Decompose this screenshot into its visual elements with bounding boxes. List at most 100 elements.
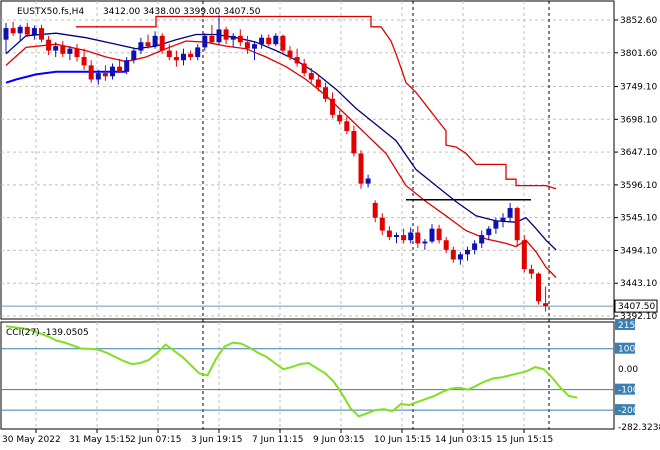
- cci-axis-label: 0.00: [618, 365, 638, 375]
- indicator-line: [76, 15, 557, 190]
- candle-body: [95, 73, 101, 80]
- indicator-line: [5, 40, 557, 278]
- price-tick-label: 3392.10: [620, 312, 657, 322]
- candle-body: [337, 114, 343, 122]
- candle-body: [500, 217, 506, 221]
- candle-body: [536, 273, 541, 302]
- candle-body: [131, 50, 137, 61]
- candle-body: [110, 66, 115, 77]
- cci-axis-label: 215.7019: [618, 321, 660, 331]
- cci-axis-label: 100: [618, 345, 635, 355]
- candle-body: [152, 35, 158, 47]
- candle-body: [521, 240, 527, 270]
- cci-axis-box: [615, 319, 635, 330]
- price-axis: 3852.60 3801.60 3749.10 3698.10 3647.10 3596.…: [614, 16, 658, 322]
- price-tick-label: 3596.10: [620, 181, 657, 191]
- time-tick-label: 7 Jun 11:15: [252, 435, 303, 445]
- candle-body: [188, 53, 194, 58]
- candle-body: [166, 50, 172, 58]
- time-tick-label: 31 May 15:15: [69, 435, 131, 445]
- current-price-label: 3407.50: [618, 302, 655, 312]
- candle-body: [159, 35, 165, 51]
- time-tick-label: 2 Jun 07:15: [130, 435, 181, 445]
- time-tick-label: 10 Jun 15:15: [374, 435, 431, 445]
- candle-body: [450, 249, 456, 260]
- candle-body: [195, 47, 201, 58]
- cci-axis-label: -200: [618, 406, 639, 416]
- candle-body: [46, 39, 52, 51]
- candle-body: [145, 42, 151, 47]
- candle-body: [486, 228, 492, 236]
- cci-indicator: 215.7019 100 0.00 -100 -200 -282.3238: [1, 319, 660, 433]
- candle-body: [31, 28, 37, 35]
- candles: [3, 15, 549, 312]
- candle-body: [422, 241, 428, 244]
- price-tick-label: 3749.10: [620, 83, 657, 93]
- candle-body: [216, 29, 222, 43]
- price-tick-label: 3698.10: [620, 115, 657, 125]
- candle-body: [244, 42, 250, 49]
- candle-body: [457, 254, 463, 260]
- candle-body: [443, 240, 449, 250]
- cci-axis-label: -100: [618, 386, 639, 396]
- cci-axis-box: [615, 404, 635, 416]
- candle-body: [415, 232, 421, 244]
- candle-body: [543, 303, 549, 307]
- candle-body: [60, 46, 66, 54]
- candle-body: [315, 79, 321, 88]
- candle-body: [237, 35, 243, 43]
- ohlc-label: 3412.00 3438.00 3399.00 3407.50: [103, 7, 261, 17]
- price-tick-label: 3545.10: [620, 214, 657, 224]
- candle-body: [259, 37, 265, 45]
- candle-body: [17, 26, 23, 34]
- time-tick-label: 14 Jun 03:15: [435, 435, 492, 445]
- price-tick-label: 3494.10: [620, 246, 657, 256]
- candle-body: [294, 57, 300, 64]
- candle-body: [344, 121, 350, 131]
- candle-body: [287, 50, 293, 58]
- candle-body: [124, 60, 130, 72]
- time-tick-label: 30 May 2022: [2, 435, 61, 445]
- candle-body: [514, 208, 520, 241]
- cci-axis-box: [615, 383, 635, 395]
- cci-axis-box: [615, 342, 635, 354]
- cci-axis-label: -282.3238: [618, 423, 660, 433]
- candle-body: [67, 48, 73, 54]
- candle-body: [330, 98, 336, 115]
- price-tick-label: 3801.60: [620, 49, 657, 59]
- candle-body: [273, 35, 279, 45]
- candle-body: [81, 57, 87, 66]
- candle-body: [408, 232, 414, 241]
- candle-body: [74, 48, 80, 58]
- candle-body: [401, 235, 407, 241]
- candle-body: [3, 28, 9, 40]
- candle-body: [102, 73, 108, 77]
- candle-body: [308, 73, 314, 80]
- candle-body: [365, 178, 371, 184]
- candle-body: [88, 65, 94, 80]
- time-tick-label: 3 Jun 19:15: [191, 435, 242, 445]
- indicator-line: [5, 70, 126, 84]
- candle-body: [465, 249, 470, 255]
- candle-body: [429, 228, 435, 242]
- candle-body: [252, 44, 257, 49]
- candle-body: [351, 130, 357, 154]
- candle-body: [436, 228, 442, 241]
- cci-line: [5, 325, 578, 418]
- candle-body: [230, 35, 236, 40]
- price-tick-label: 3647.10: [620, 148, 657, 158]
- candle-body: [507, 208, 513, 218]
- candle-body: [372, 202, 378, 218]
- candle-body: [358, 153, 364, 184]
- candle-body: [202, 35, 208, 48]
- candle-body: [181, 53, 186, 61]
- candle-body: [266, 37, 272, 45]
- candle-body: [394, 235, 399, 238]
- candle-body: [323, 87, 328, 99]
- candle-body: [472, 243, 478, 250]
- candle-body: [209, 35, 215, 43]
- current-price-box: [614, 299, 658, 313]
- candle-body: [223, 29, 229, 40]
- candle-body: [173, 57, 179, 61]
